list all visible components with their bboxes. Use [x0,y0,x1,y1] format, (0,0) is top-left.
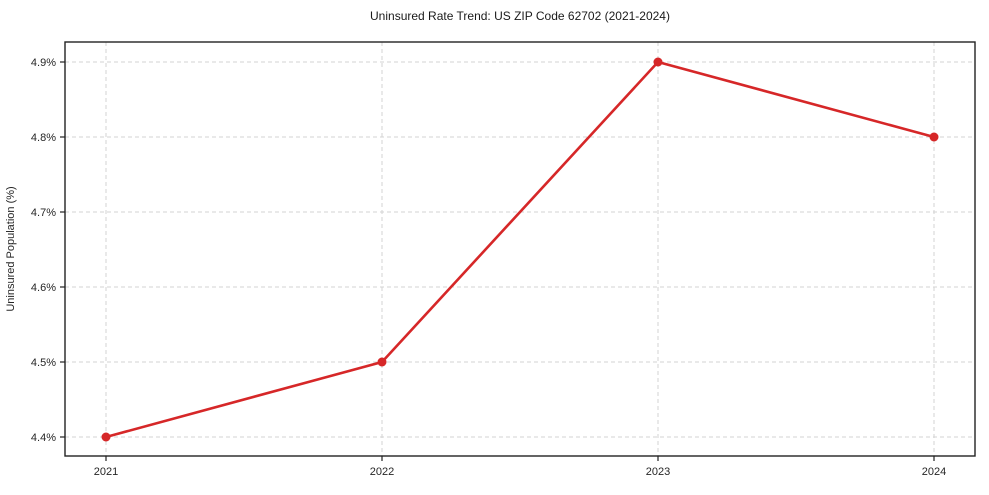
plot-border [64,41,976,457]
chart-title: Uninsured Rate Trend: US ZIP Code 62702 … [370,9,670,23]
data-point-2024 [929,132,939,142]
y-axis-label: Uninsured Population (%) [5,186,17,311]
y-tick-label: 4.9% [31,57,56,69]
data-point-2023 [653,57,663,67]
x-tick-label: 2022 [370,466,394,478]
x-tick-label: 2023 [646,466,670,478]
y-tick-label: 4.8% [31,132,56,144]
y-tick-label: 4.7% [31,207,56,219]
y-tick-label: 4.6% [31,282,56,294]
y-tick-label: 4.4% [31,432,56,444]
data-point-2022 [377,357,387,367]
plot-area: 4.4% 4.5% 4.6% 4.7% 4.8% 4.9% 2021 2022 2023 2024 [31,41,976,478]
y-tick-label: 4.5% [31,357,56,369]
x-tick-label: 2024 [922,466,946,478]
x-tick-label: 2021 [94,466,118,478]
trend-line [104,60,936,439]
data-point-2021 [101,432,111,442]
